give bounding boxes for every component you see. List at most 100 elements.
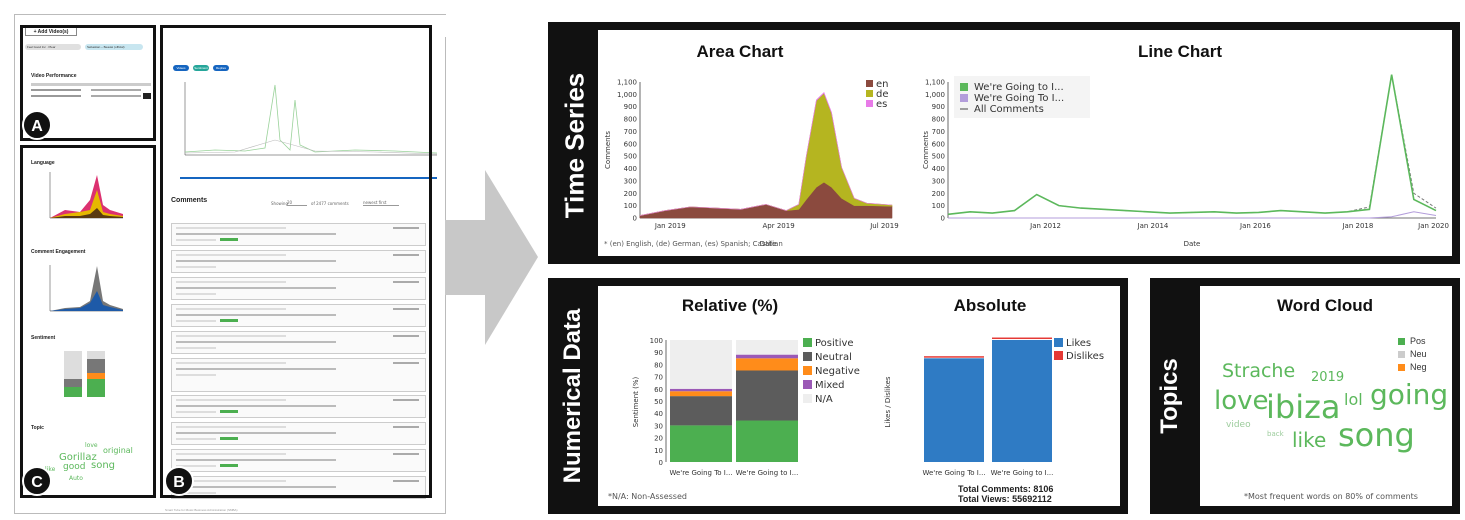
bar-segment-neutral <box>670 396 732 426</box>
x-tick-label: We're Going To I... <box>922 469 985 477</box>
comment-card[interactable] <box>171 395 426 418</box>
line-chart: 0 100 200 300 400 500 600 700 800 900 1,000 1,100 Ja… <box>922 74 1449 248</box>
comment-card[interactable] <box>171 422 426 445</box>
show-count-input[interactable]: 20 <box>287 200 307 206</box>
comment-card[interactable] <box>171 331 426 354</box>
bar-segment-mixed <box>670 388 732 392</box>
legend-swatch-4 <box>803 394 812 403</box>
topic-title: Topic <box>31 425 44 431</box>
bar-dislikes <box>992 337 1052 340</box>
y-tick-label: 100 <box>650 337 663 345</box>
relative-footnote: *N/A: Non-Assessed <box>608 492 687 501</box>
comments-title: Comments <box>171 197 208 204</box>
y-tick-label: 20 <box>654 435 663 443</box>
comment-card[interactable] <box>171 223 426 246</box>
x-tick-label: We're Going to I... <box>736 469 799 477</box>
word-lol: lol <box>1344 390 1363 409</box>
area-chart-title: Area Chart <box>696 42 784 61</box>
sort-select[interactable]: newest first <box>363 200 399 206</box>
bar-dislikes <box>924 356 984 358</box>
mini-engagement-chart <box>49 265 123 312</box>
legend-swatch-pos <box>1398 338 1405 345</box>
video-chip[interactable]: Sebastian – Beauté (official) <box>85 44 143 50</box>
comment-card[interactable] <box>171 304 426 327</box>
legend-swatch-1 <box>960 94 968 102</box>
word-video: video <box>1226 420 1251 430</box>
language-title: Language <box>31 160 55 166</box>
y-tick-label: 700 <box>932 128 945 136</box>
y-tick-label: 900 <box>932 103 945 111</box>
y-axis-label: Likes / Dislikes <box>884 376 892 427</box>
legend-swatch-neg <box>1398 364 1405 371</box>
arrow-icon <box>445 170 538 345</box>
y-tick-label: 100 <box>624 202 637 210</box>
area-series-de <box>639 92 893 216</box>
tool-screenshot: + Add Video(s) Feel Good Inc · Plear Seb… <box>14 14 447 514</box>
y-tick-label: 30 <box>654 422 663 430</box>
badge-c: C <box>22 466 52 496</box>
legend-label-3: Mixed <box>815 380 845 391</box>
word-back: back <box>1267 430 1284 438</box>
comment-card[interactable] <box>171 250 426 273</box>
mini-button-videos[interactable]: Videos <box>173 65 189 71</box>
y-tick-label: 0 <box>659 459 663 467</box>
x-tick-label: Jan 2014 <box>1137 222 1169 230</box>
line-series-0 <box>947 74 1437 216</box>
legend-swatch-en <box>866 80 873 87</box>
y-tick-label: 90 <box>654 349 663 357</box>
legend-label-2: Negative <box>815 366 860 377</box>
legend-swatch-de <box>866 90 873 97</box>
area-chart-footnote: * (en) English, (de) German, (es) Spanis… <box>604 240 783 248</box>
x-tick-label: Jan 2018 <box>1341 222 1373 230</box>
comment-card[interactable] <box>171 449 426 472</box>
word-like: like <box>1292 428 1327 452</box>
y-tick-label: 1,100 <box>617 79 637 87</box>
relative-chart: 0 10 20 30 40 50 60 70 80 90 100 Sentiment (%) We're… <box>632 337 860 477</box>
sentiment-title: Sentiment <box>31 335 56 341</box>
total-comments: Total Comments: 8106 <box>958 484 1054 494</box>
legend-label-neg: Neg <box>1410 362 1427 372</box>
x-axis-label: Date <box>1184 240 1201 248</box>
comment-card[interactable] <box>171 476 426 499</box>
y-tick-label: 400 <box>932 165 945 173</box>
word-love: love <box>1214 386 1269 416</box>
bar-segment-positive <box>670 425 732 462</box>
topics-label: Topics <box>1156 358 1183 434</box>
y-tick-label: 1,100 <box>925 79 945 87</box>
mini-language-chart <box>49 172 123 219</box>
legend-swatch-3 <box>803 380 812 389</box>
legend-label-0: We're Going to I... <box>974 82 1064 93</box>
comment-card[interactable] <box>171 277 426 300</box>
comment-card[interactable] <box>171 358 426 392</box>
bar-segment-neutral <box>736 370 798 421</box>
badge-a: A <box>22 110 52 140</box>
comment-engagement-title: Comment Engagement <box>31 249 86 255</box>
mini-button-sentiment[interactable]: Sentiment <box>193 65 209 71</box>
legend-box <box>954 76 1090 118</box>
x-tick-label: We're Going To I... <box>669 469 732 477</box>
y-tick-label: 0 <box>941 215 945 223</box>
y-tick-label: 900 <box>624 103 637 111</box>
y-tick-label: 40 <box>654 410 663 418</box>
legend-swatch-1 <box>803 352 812 361</box>
mini-button-replies[interactable]: Replies <box>213 65 229 71</box>
frame-c <box>20 145 156 498</box>
y-tick-label: 700 <box>624 128 637 136</box>
y-tick-label: 600 <box>932 140 945 148</box>
video-chip[interactable]: Feel Good Inc · Plear <box>25 44 81 50</box>
bar-segment-na <box>736 340 798 355</box>
legend-swatch-0 <box>1054 338 1063 347</box>
bar-likes <box>924 358 984 462</box>
legend-label-1: Dislikes <box>1066 351 1104 362</box>
y-tick-label: 500 <box>932 153 945 161</box>
video-performance-table <box>31 83 151 105</box>
y-tick-label: 200 <box>624 190 637 198</box>
legend-label-0: Positive <box>815 338 854 349</box>
area-chart: 0 100 200 300 400 500 600 700 800 900 1,000 1,100 Ja… <box>604 79 899 249</box>
legend-label-1: Neutral <box>815 352 852 363</box>
badge-b: B <box>164 466 194 496</box>
word-going: going <box>1370 378 1449 411</box>
word-2019: 2019 <box>1311 370 1345 385</box>
bar-segment-positive <box>736 420 798 462</box>
x-tick-label: Jan 2012 <box>1029 222 1061 230</box>
